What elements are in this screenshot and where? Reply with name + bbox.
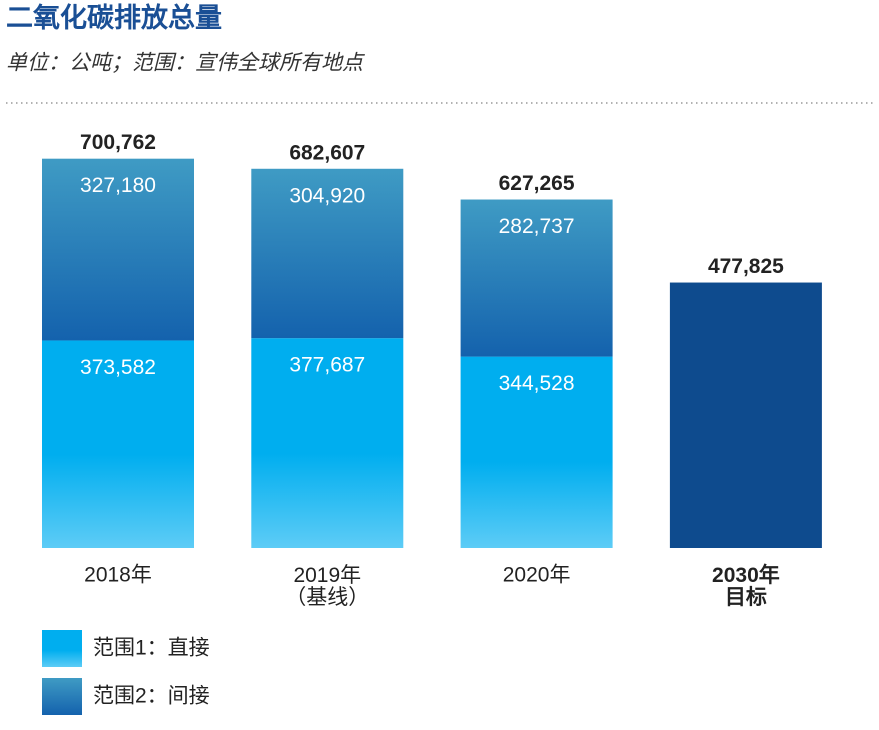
value-label: 344,528 xyxy=(499,372,575,395)
bar-segment xyxy=(42,158,194,341)
x-tick-label: 2020年 xyxy=(503,564,571,587)
value-label: 282,737 xyxy=(499,215,575,238)
value-label: 377,687 xyxy=(289,354,365,377)
total-label: 682,607 xyxy=(289,141,365,164)
bar-segment xyxy=(251,168,404,339)
bar-segment xyxy=(460,199,613,357)
value-label: 304,920 xyxy=(289,184,365,207)
total-label: 477,825 xyxy=(708,255,784,278)
total-label: 627,265 xyxy=(499,172,575,195)
legend-label: 范围2：间接 xyxy=(93,685,210,708)
bar-segment xyxy=(460,356,613,548)
chart-title: 二氧化碳排放总量 xyxy=(6,2,222,33)
legend-swatch xyxy=(42,678,82,715)
total-label: 700,762 xyxy=(80,131,156,154)
x-tick-label: 2019年（基线） xyxy=(285,564,369,609)
legend-label: 范围1：直接 xyxy=(93,637,210,660)
value-label: 327,180 xyxy=(80,174,156,197)
x-tick-label: 2030年目标 xyxy=(712,563,780,609)
legend-swatch xyxy=(42,630,82,667)
value-label: 373,582 xyxy=(80,356,156,379)
chart-subtitle: 单位：公吨；范围：宣伟全球所有地点 xyxy=(6,52,365,75)
target-bar xyxy=(669,282,822,548)
bar-segment xyxy=(251,338,404,548)
x-tick-label: 2018年 xyxy=(84,564,152,587)
bar-segment xyxy=(42,340,194,548)
